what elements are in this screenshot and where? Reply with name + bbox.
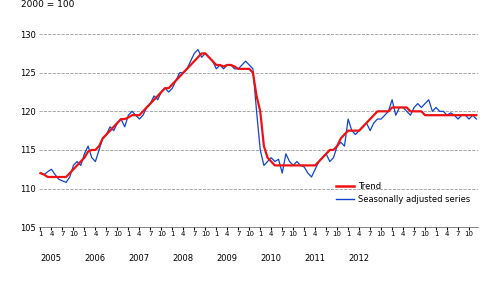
Text: 2012: 2012 (348, 254, 369, 263)
Text: 2000 = 100: 2000 = 100 (21, 0, 74, 9)
Text: 2006: 2006 (85, 254, 106, 263)
Text: 2008: 2008 (172, 254, 194, 263)
Text: 2007: 2007 (128, 254, 150, 263)
Legend: Trend, Seasonally adjusted series: Trend, Seasonally adjusted series (333, 179, 474, 208)
Text: 2005: 2005 (41, 254, 61, 263)
Text: 2010: 2010 (260, 254, 281, 263)
Text: 2009: 2009 (216, 254, 237, 263)
Text: 2011: 2011 (304, 254, 325, 263)
